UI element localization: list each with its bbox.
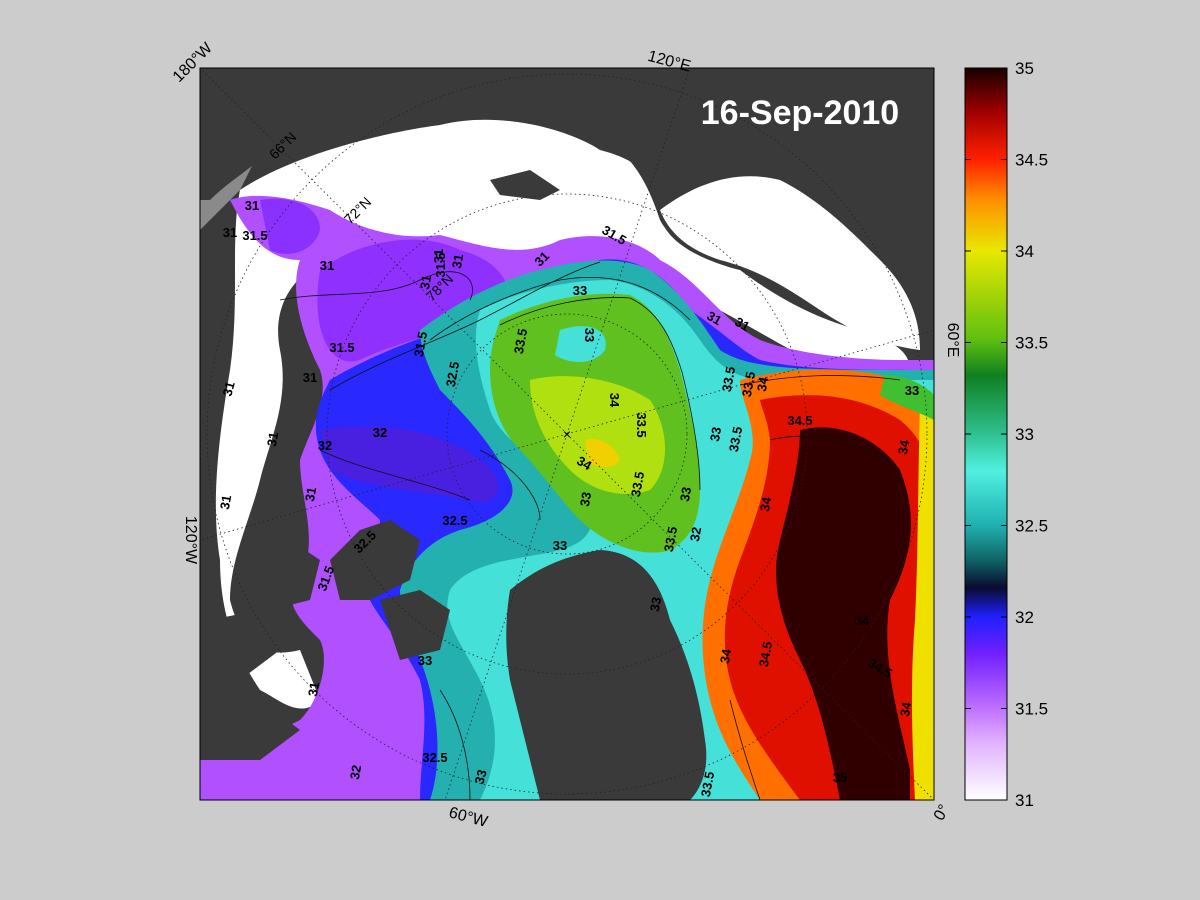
colorbar-tick-label: 34.5 [1015, 151, 1048, 170]
land-patch [490, 170, 560, 200]
lon-label-0: 0° [931, 802, 953, 824]
contour-label: 31 [305, 681, 322, 698]
salinity-patch [530, 376, 665, 494]
contour-label: 32.5 [442, 513, 467, 528]
contour-label: 33 [707, 426, 724, 443]
lon-label-60w: 60°W [447, 804, 490, 831]
contour-label: 31 [220, 380, 238, 398]
salinity-patch [585, 439, 620, 468]
contour-label: 33 [647, 596, 664, 613]
contour-label: 34.5 [787, 413, 812, 428]
contour-label: 34 [607, 393, 622, 408]
contour-label: 33 [573, 283, 587, 298]
contour-label: 33 [677, 486, 694, 503]
contour-label: 33 [905, 383, 919, 398]
map-frame [199, 67, 935, 801]
contour-label: 31 [431, 249, 446, 263]
colorbar-tick-label: 32 [1015, 608, 1034, 627]
contour-label: 33.5 [511, 327, 530, 355]
contour-lines [279, 261, 901, 800]
contour-label: 34 [895, 438, 912, 456]
contour-label: 33.5 [661, 525, 680, 553]
graticule [200, 68, 934, 800]
land-patch [380, 590, 450, 660]
contour-label: 33 [577, 491, 594, 508]
colorbar-tick-label: 31.5 [1015, 700, 1048, 719]
contour-label: 33 [582, 328, 597, 342]
salinity-patch [555, 326, 606, 362]
contour-label: 32 [347, 764, 364, 781]
contour-label: 31.5 [242, 228, 267, 243]
contour-label: 33.5 [726, 425, 745, 453]
contour-label: 34 [754, 375, 771, 393]
contour-label: 33.5 [719, 365, 738, 393]
contour-label: 31 [303, 370, 317, 385]
contour-label: 33.5 [634, 412, 649, 437]
contour-label: 32 [318, 438, 332, 453]
salinity-patch [260, 198, 320, 254]
ice-patch [660, 176, 920, 350]
salinity-patch [320, 426, 499, 502]
contour-label: 35 [833, 770, 847, 785]
salinity-patch [317, 239, 508, 362]
contour-label: 33.5 [628, 470, 647, 498]
contour-label: 31 [245, 198, 259, 213]
contour-label: 32.5 [422, 750, 447, 765]
land-patch [250, 540, 320, 610]
contour-label: 32 [687, 526, 704, 543]
colorbar-tick-label: 32.5 [1015, 517, 1048, 536]
contour-label: 32.5 [443, 360, 462, 388]
land-patch [330, 520, 420, 600]
lon-label-120w: 120°W [182, 516, 199, 565]
salinity-patch [911, 400, 934, 800]
north-pole-marker: × [563, 426, 571, 442]
contour-label: 31.5 [433, 252, 448, 277]
contour-label: 31.5 [329, 340, 354, 355]
colorbar-tick-label: 35 [1015, 59, 1034, 78]
salinity-patch [776, 427, 911, 800]
contour-label: 31 [302, 486, 319, 503]
contour-label: 33.5 [698, 770, 717, 798]
lon-label-60e: 60°E [944, 323, 961, 358]
alaska-land [200, 68, 300, 200]
salinity-patch [880, 375, 934, 420]
contour-label: 33 [418, 653, 432, 668]
date-label: 16-Sep-2010 [701, 94, 899, 132]
land-patch [200, 700, 300, 760]
colorbar-tick-label: 34 [1015, 242, 1034, 261]
colorbar-ticks: 35 34.5 34 33.5 33 32.5 32 31.5 31 [965, 59, 1048, 810]
contour-label: 31 [223, 225, 237, 240]
contour-label: 34 [897, 700, 914, 718]
land-patch [470, 68, 600, 117]
colorbar-tick-label: 33 [1015, 425, 1034, 444]
land-patch [210, 610, 280, 680]
contour-label: 34.5 [756, 640, 775, 668]
sea-ice-region [215, 119, 911, 709]
contour-label: 31 [217, 494, 234, 511]
colorbar: 35 34.5 34 33.5 33 32.5 32 31.5 31 [964, 59, 1048, 810]
colorbar-gradient [964, 67, 1008, 801]
contour-label: 31.5 [411, 330, 430, 358]
greenland-land [506, 550, 707, 800]
colorbar-tick-label: 33.5 [1015, 334, 1048, 353]
contour-label: 32 [373, 425, 387, 440]
contour-label: 31 [704, 308, 724, 328]
contour-label: 31 [417, 274, 434, 291]
contour-label: 34 [757, 495, 774, 513]
contour-label: 34 [855, 613, 870, 628]
contour-label: 31 [320, 258, 334, 273]
contour-label: 31 [449, 253, 466, 270]
contour-label: 34 [717, 647, 734, 665]
colorbar-tick-label: 31 [1015, 791, 1034, 810]
contour-label: 31 [732, 314, 752, 334]
contour-label: 31 [264, 431, 281, 448]
contour-label: 33 [553, 538, 567, 553]
contour-label: 33.5 [739, 370, 758, 398]
contour-label: 33 [472, 768, 490, 786]
